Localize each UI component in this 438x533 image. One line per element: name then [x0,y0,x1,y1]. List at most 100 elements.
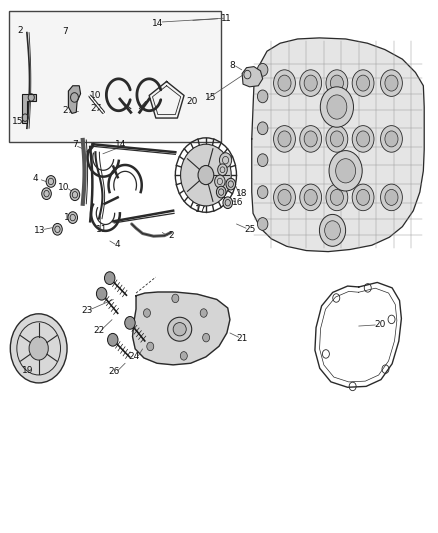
Circle shape [326,126,348,152]
Text: 2: 2 [168,231,174,240]
Circle shape [329,151,362,191]
Text: 27: 27 [90,104,102,113]
Circle shape [105,272,115,285]
Circle shape [330,131,343,147]
Text: 7: 7 [63,27,68,36]
Circle shape [53,223,62,235]
Circle shape [385,189,398,205]
Text: 11: 11 [96,225,108,234]
Circle shape [385,75,398,91]
Circle shape [336,159,356,183]
Circle shape [96,287,107,300]
Circle shape [172,294,179,303]
Text: 14: 14 [115,140,127,149]
Text: 25: 25 [245,225,256,234]
Circle shape [319,214,346,246]
Circle shape [226,178,236,190]
Text: 13: 13 [34,226,46,235]
Circle shape [29,337,48,360]
Circle shape [70,189,80,200]
Circle shape [258,90,268,103]
Circle shape [11,314,67,383]
Text: 12: 12 [64,213,75,222]
Circle shape [144,309,151,317]
Text: 7: 7 [72,140,78,149]
Text: 22: 22 [93,326,104,335]
Circle shape [357,75,370,91]
Text: 4: 4 [33,174,39,183]
Circle shape [147,342,154,351]
Text: 15: 15 [205,93,216,102]
Circle shape [68,212,78,223]
Circle shape [215,175,225,188]
Circle shape [278,189,291,205]
Circle shape [258,154,268,166]
Ellipse shape [173,322,186,336]
Circle shape [385,131,398,147]
Circle shape [180,352,187,360]
Text: 17: 17 [195,205,206,214]
Circle shape [258,63,268,76]
Circle shape [218,164,227,175]
Circle shape [274,70,295,96]
Circle shape [125,317,135,329]
Text: 19: 19 [22,366,34,375]
Circle shape [216,186,226,198]
Text: 14: 14 [152,19,163,28]
Polygon shape [133,292,230,365]
Circle shape [258,122,268,135]
Circle shape [304,75,317,91]
Text: 21: 21 [236,334,247,343]
Text: 2: 2 [18,27,23,36]
Text: 5: 5 [211,159,217,168]
Circle shape [203,333,210,342]
Circle shape [300,70,321,96]
Circle shape [278,131,291,147]
Text: 3: 3 [216,152,222,161]
Text: 1: 1 [225,14,231,23]
Ellipse shape [168,317,192,341]
Circle shape [46,175,56,187]
Circle shape [300,126,321,152]
Circle shape [330,75,343,91]
Polygon shape [21,94,35,123]
Text: 9: 9 [243,70,249,78]
Text: 10: 10 [90,91,102,100]
Circle shape [200,309,207,317]
Circle shape [330,189,343,205]
Circle shape [381,126,403,152]
Text: 18: 18 [236,189,247,198]
Circle shape [300,184,321,211]
Circle shape [108,334,118,346]
Circle shape [274,184,295,211]
Polygon shape [242,67,263,87]
Circle shape [357,131,370,147]
Circle shape [258,217,268,230]
Text: 6: 6 [204,167,210,176]
Circle shape [326,184,348,211]
Text: 15: 15 [11,117,23,126]
Circle shape [278,75,291,91]
Circle shape [381,184,403,211]
Text: 20: 20 [375,320,386,329]
Circle shape [258,185,268,198]
Text: 26: 26 [109,367,120,376]
Text: 16: 16 [232,198,244,207]
Circle shape [352,184,374,211]
Circle shape [381,70,403,96]
Polygon shape [252,38,424,252]
Text: 1: 1 [220,14,226,23]
Text: 10: 10 [58,183,70,192]
Text: 24: 24 [128,352,139,361]
Circle shape [327,95,347,119]
Circle shape [352,126,374,152]
Circle shape [42,188,51,199]
Circle shape [326,70,348,96]
Circle shape [320,87,353,127]
Circle shape [198,165,214,184]
Text: 23: 23 [81,305,93,314]
Circle shape [325,221,340,240]
Text: 27: 27 [63,106,74,115]
Polygon shape [68,86,81,114]
Circle shape [352,70,374,96]
